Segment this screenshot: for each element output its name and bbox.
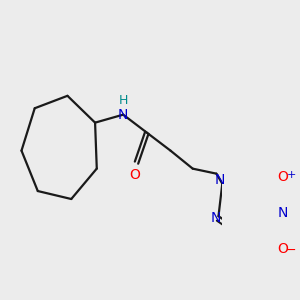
Text: N: N [211, 211, 221, 225]
Text: N: N [118, 108, 128, 122]
Text: N: N [215, 173, 225, 187]
Text: H: H [119, 94, 129, 107]
Text: O: O [277, 242, 288, 256]
Text: O: O [130, 168, 140, 182]
Text: N: N [278, 206, 288, 220]
Text: +: + [287, 170, 296, 180]
Text: O: O [277, 170, 288, 184]
Text: −: − [286, 244, 297, 257]
